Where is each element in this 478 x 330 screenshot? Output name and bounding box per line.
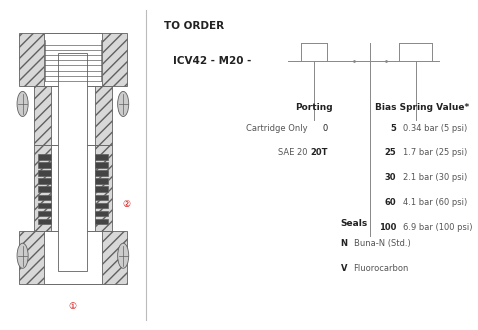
Bar <box>38 179 51 184</box>
Text: N: N <box>340 239 347 248</box>
Text: SAE 20: SAE 20 <box>278 148 308 157</box>
Circle shape <box>17 243 28 268</box>
Text: ICV42 - M20 -: ICV42 - M20 - <box>174 56 252 66</box>
Bar <box>38 170 51 176</box>
Text: 20T: 20T <box>310 148 327 157</box>
Bar <box>95 162 108 168</box>
Text: 6.9 bar (100 psi): 6.9 bar (100 psi) <box>402 223 472 232</box>
Text: Bias Spring Value*: Bias Spring Value* <box>375 103 469 112</box>
Bar <box>33 145 112 231</box>
Text: 0.34 bar (5 psi): 0.34 bar (5 psi) <box>402 124 467 133</box>
Bar <box>95 219 108 224</box>
Circle shape <box>118 91 129 116</box>
Text: 4.1 bar (60 psi): 4.1 bar (60 psi) <box>402 198 467 207</box>
Text: 25: 25 <box>384 148 396 157</box>
Text: 1.7 bar (25 psi): 1.7 bar (25 psi) <box>402 148 467 157</box>
Text: TO ORDER: TO ORDER <box>163 21 224 31</box>
Bar <box>19 33 127 86</box>
Bar <box>38 195 51 200</box>
Bar <box>38 203 51 208</box>
Bar <box>95 170 108 176</box>
Circle shape <box>17 91 28 116</box>
Bar <box>43 231 102 284</box>
Text: Porting: Porting <box>295 103 333 112</box>
Bar <box>58 53 87 271</box>
Bar <box>95 203 108 208</box>
Text: Cartridge Only: Cartridge Only <box>246 124 308 133</box>
Bar <box>95 179 108 184</box>
Bar <box>95 211 108 216</box>
Bar <box>95 154 108 160</box>
Text: 2.1 bar (30 psi): 2.1 bar (30 psi) <box>402 173 467 182</box>
Bar <box>38 186 51 192</box>
Bar <box>38 219 51 224</box>
Bar <box>95 186 108 192</box>
Text: Fluorocarbon: Fluorocarbon <box>354 264 409 273</box>
Circle shape <box>118 243 129 268</box>
Text: V: V <box>340 264 347 273</box>
Text: 100: 100 <box>379 223 396 232</box>
Text: 30: 30 <box>385 173 396 182</box>
Text: 5: 5 <box>390 124 396 133</box>
Bar <box>51 145 95 231</box>
Text: Buna-N (Std.): Buna-N (Std.) <box>354 239 410 248</box>
Text: ①: ① <box>69 302 77 312</box>
Text: Seals: Seals <box>340 219 368 228</box>
Bar <box>38 211 51 216</box>
Bar <box>19 231 127 284</box>
Text: 0: 0 <box>322 124 327 133</box>
Bar <box>95 195 108 200</box>
Bar <box>43 33 102 86</box>
Text: 60: 60 <box>384 198 396 207</box>
Text: ②: ② <box>123 200 131 209</box>
Bar <box>33 86 112 145</box>
Bar <box>38 154 51 160</box>
Bar <box>51 86 95 145</box>
Bar <box>38 162 51 168</box>
